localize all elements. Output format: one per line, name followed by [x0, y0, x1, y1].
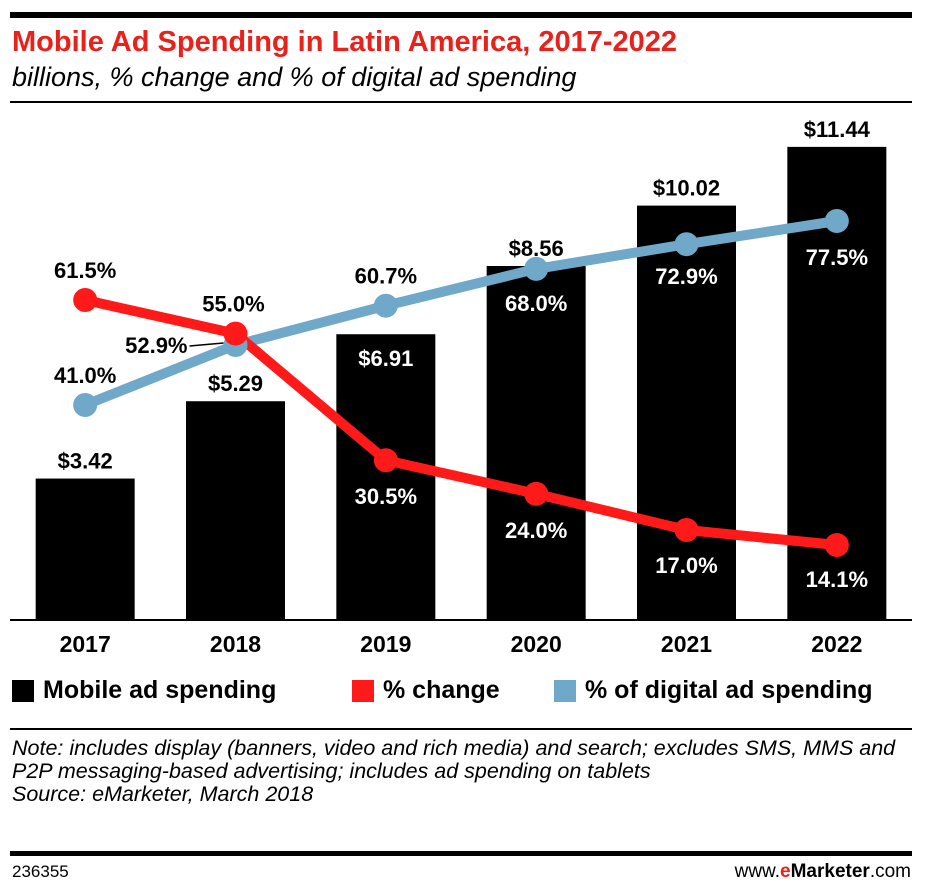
pct-change-label-2021: 17.0%: [655, 553, 717, 578]
brand-url[interactable]: www.eMarketer.com: [735, 861, 911, 883]
x-tick-2021: 2021: [661, 631, 712, 657]
pct-change-label-2019: 30.5%: [355, 484, 417, 509]
point-pct-digital-2020: [524, 256, 549, 281]
legend-item-mobile-ad-spending: Mobile ad spending: [12, 676, 276, 705]
bar-2020: [486, 265, 586, 620]
point-pct-digital-2017: [73, 393, 98, 417]
pct-change-label-2017: 61.5%: [54, 258, 116, 283]
legend-swatch-mobile-ad-spending: [12, 679, 34, 702]
line-pct-digital: [80, 216, 842, 410]
bar-label-2017: $3.42: [58, 449, 113, 474]
brand-e: e: [780, 861, 791, 882]
chart-title: Mobile Ad Spending in Latin America, 201…: [12, 26, 678, 58]
line-pct-change: [80, 295, 842, 550]
brand-suffix: .com: [869, 861, 911, 882]
point-pct-change-2020: [524, 481, 549, 506]
note-rule: [10, 728, 912, 730]
x-tick-2017: 2017: [60, 631, 111, 657]
bar-label-2021: $10.02: [653, 176, 720, 201]
bar-label-2019: $6.91: [358, 346, 413, 371]
note-text: Note: includes display (banners, video a…: [12, 736, 896, 783]
header-rule: [10, 101, 912, 103]
point-pct-change-2022: [824, 533, 849, 557]
brand-prefix: www.: [734, 861, 781, 882]
brand-marketer: Marketer: [790, 861, 870, 882]
point-pct-digital-2021: [674, 232, 699, 257]
pct-change-label-2018: 55.0%: [202, 292, 264, 317]
pct-digital-label-2017: 41.0%: [54, 363, 116, 388]
x-tick-2022: 2022: [811, 631, 862, 657]
legend-swatch-pct-digital: [554, 679, 576, 702]
point-pct-change-2019: [373, 448, 398, 473]
chart-area: 2017 2018 2019 2020 2021 2022 $3.42 $5.29 $6.91 $…: [10, 117, 912, 657]
legend-label-mobile-ad-spending: Mobile ad spending: [43, 676, 277, 704]
pct-digital-leader-2018: [189, 342, 224, 347]
chart-subtitle: billions, % change and % of digital ad s…: [12, 62, 577, 92]
point-pct-change-2021: [674, 518, 699, 543]
pct-digital-label-2018: 52.9%: [125, 333, 187, 358]
bar-label-2022: $11.44: [804, 117, 871, 142]
bar-label-2018: $5.29: [208, 371, 263, 396]
bar-2018: [186, 401, 285, 620]
legend-swatch-pct-change: [352, 679, 374, 702]
footnote: Note: includes display (banners, video a…: [12, 737, 917, 806]
pct-change-label-2022: 14.1%: [806, 567, 868, 592]
pct-digital-label-2022: 77.5%: [806, 245, 868, 270]
point-pct-digital-2019: [373, 293, 398, 318]
legend-label-pct-change: % change: [383, 676, 500, 704]
bar-2017: [35, 478, 135, 620]
bar-2021: [637, 205, 736, 620]
pct-digital-label-2021: 72.9%: [655, 264, 717, 289]
bar-2019: [336, 334, 436, 620]
point-pct-digital-2022: [824, 209, 849, 233]
bar-label-2020: $8.56: [509, 236, 564, 261]
pct-digital-label-2020: 68.0%: [505, 291, 567, 316]
top-rule: [10, 12, 912, 18]
legend-item-pct-digital: % of digital ad spending: [554, 676, 873, 705]
footer-rule: [10, 851, 912, 856]
chart-id: 236355: [12, 862, 69, 881]
x-tick-2018: 2018: [210, 631, 261, 657]
legend-item-pct-change: % change: [352, 676, 500, 705]
pct-change-label-2020: 24.0%: [505, 518, 567, 543]
point-pct-change-2018: [223, 321, 248, 346]
legend-label-pct-digital: % of digital ad spending: [585, 676, 873, 704]
source-text: Source: eMarketer, March 2018: [12, 782, 314, 806]
pct-digital-label-2019: 60.7%: [355, 264, 417, 289]
x-tick-2019: 2019: [360, 631, 411, 657]
point-pct-change-2017: [73, 288, 98, 312]
x-tick-2020: 2020: [511, 631, 562, 657]
